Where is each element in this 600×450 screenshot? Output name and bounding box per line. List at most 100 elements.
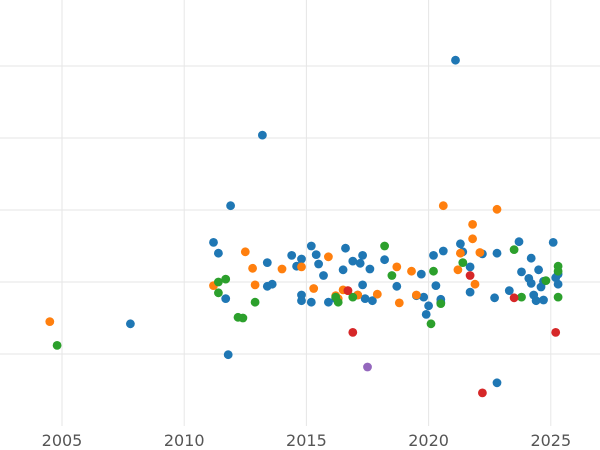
- data-point-green: [387, 271, 397, 280]
- data-point-green: [214, 277, 223, 287]
- data-point-blue: [548, 238, 558, 247]
- data-point-blue: [514, 237, 524, 247]
- data-point-green: [250, 297, 260, 307]
- data-point-green: [553, 266, 563, 276]
- data-point-blue: [419, 292, 429, 302]
- data-point-orange: [394, 298, 404, 308]
- data-point-blue: [416, 269, 426, 279]
- data-point-orange: [277, 264, 287, 274]
- data-point-blue: [492, 248, 502, 258]
- data-point-red: [348, 328, 358, 337]
- x-axis-tick-labels: 2005 2010 2015 2020 2025: [42, 431, 572, 450]
- x-tick-label: 2010: [164, 431, 205, 450]
- data-point-blue: [338, 265, 348, 275]
- data-point-red: [465, 271, 475, 280]
- data-point-blue: [297, 296, 306, 306]
- data-point-blue: [553, 279, 563, 289]
- data-point-blue: [311, 250, 321, 259]
- data-point-orange: [412, 290, 421, 300]
- x-tick-label: 2005: [42, 431, 83, 450]
- data-point-blue: [424, 301, 433, 311]
- data-point-blue: [358, 251, 367, 260]
- data-point-green: [509, 245, 519, 255]
- data-point-orange: [492, 204, 502, 214]
- data-point-green: [517, 292, 526, 302]
- data-point-blue: [526, 253, 536, 263]
- data-point-orange: [250, 280, 260, 290]
- data-point-orange: [456, 248, 465, 258]
- data-point-orange: [453, 265, 463, 275]
- x-tick-label: 2025: [530, 431, 571, 450]
- data-point-blue: [517, 267, 526, 277]
- data-point-blue: [319, 271, 328, 280]
- data-point-blue: [258, 130, 267, 140]
- data-point-green: [333, 297, 343, 307]
- data-point-blue: [297, 254, 306, 264]
- data-point-orange: [438, 201, 448, 211]
- data-point-green: [541, 276, 551, 285]
- data-point-green: [429, 266, 438, 276]
- data-point-blue: [324, 297, 333, 307]
- data-point-blue: [465, 287, 475, 297]
- data-point-green: [52, 341, 62, 350]
- data-point-blue: [314, 259, 323, 269]
- data-point-blue: [226, 201, 236, 211]
- data-point-blue: [534, 265, 543, 275]
- data-point-green: [221, 274, 231, 284]
- data-point-blue: [262, 258, 272, 267]
- data-point-blue: [490, 293, 499, 303]
- data-point-blue: [341, 243, 350, 253]
- data-point-red: [343, 286, 353, 295]
- data-point-orange: [240, 247, 250, 257]
- data-point-green: [214, 288, 223, 298]
- data-point-blue: [221, 294, 231, 303]
- data-point-blue: [504, 286, 514, 295]
- data-point-blue: [306, 297, 316, 307]
- data-point-orange: [407, 266, 416, 276]
- data-point-orange: [309, 284, 319, 293]
- data-points-layer: [45, 55, 563, 398]
- data-point-orange: [468, 234, 477, 244]
- data-point-green: [458, 258, 468, 267]
- data-point-blue: [209, 238, 218, 247]
- data-point-blue: [456, 239, 465, 249]
- data-point-green: [553, 292, 563, 302]
- data-point-green: [380, 241, 389, 251]
- x-tick-label: 2020: [408, 431, 449, 450]
- data-point-green: [436, 299, 446, 308]
- data-point-blue: [125, 319, 135, 329]
- data-point-red: [551, 328, 561, 337]
- data-point-blue: [214, 248, 223, 258]
- data-point-blue: [429, 251, 438, 260]
- data-point-blue: [287, 251, 297, 260]
- data-point-blue: [492, 378, 502, 388]
- data-point-green: [238, 313, 248, 323]
- data-point-blue: [539, 295, 548, 305]
- data-point-orange: [324, 252, 333, 262]
- data-point-blue: [360, 294, 370, 303]
- data-point-blue: [348, 256, 358, 266]
- data-point-green: [426, 319, 436, 329]
- data-point-orange: [248, 263, 257, 273]
- data-point-blue: [392, 281, 402, 291]
- data-point-blue: [431, 281, 441, 290]
- data-point-orange: [470, 279, 480, 289]
- data-point-blue: [531, 296, 541, 306]
- data-point-orange: [475, 248, 485, 257]
- data-point-red: [509, 293, 519, 303]
- data-point-blue: [267, 279, 277, 289]
- data-point-orange: [468, 220, 477, 229]
- data-point-blue: [365, 264, 375, 274]
- x-tick-label: 2015: [286, 431, 327, 450]
- data-point-blue: [465, 262, 475, 272]
- data-point-blue: [355, 258, 365, 268]
- grid-layer: [0, 0, 600, 426]
- data-point-orange: [45, 317, 55, 326]
- data-point-orange: [392, 262, 402, 272]
- data-point-blue: [380, 255, 389, 265]
- data-point-orange: [297, 262, 306, 272]
- data-point-blue: [421, 310, 431, 319]
- data-point-orange: [372, 289, 382, 299]
- data-point-blue: [451, 55, 460, 65]
